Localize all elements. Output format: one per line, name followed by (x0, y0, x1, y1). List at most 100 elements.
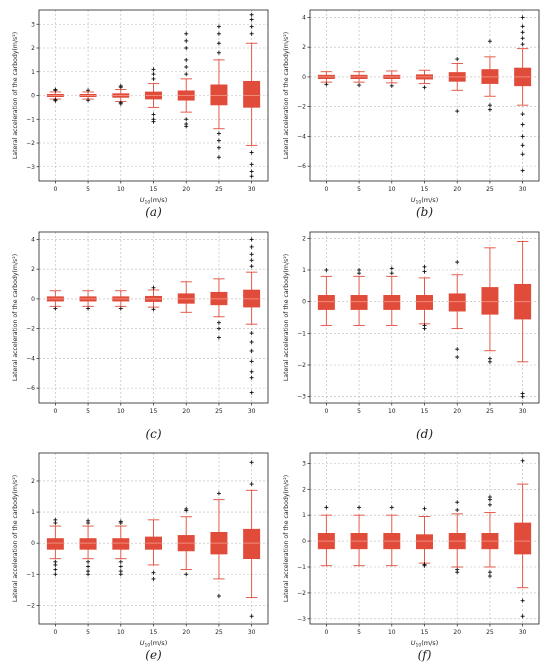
box-iqr (416, 295, 433, 310)
box-15 (416, 506, 433, 568)
outlier-point (86, 572, 91, 577)
outlier-point (520, 15, 525, 20)
outlier-point (216, 155, 221, 160)
y-tick-label: −2 (297, 362, 306, 369)
box-5 (79, 290, 97, 311)
outlier-point (520, 152, 525, 157)
outlier-point (86, 306, 91, 311)
outlier-point (86, 518, 91, 523)
box-25 (481, 39, 499, 112)
x-tick-label: 0 (324, 186, 328, 193)
box-20 (177, 506, 195, 577)
outlier-point (184, 46, 189, 50)
outlier-point (216, 41, 221, 46)
box-30 (514, 458, 532, 619)
outlier-point (520, 36, 525, 41)
outlier-point (53, 567, 58, 572)
box-15 (145, 67, 162, 124)
outlier-point (53, 517, 58, 522)
outlier-point (249, 348, 254, 353)
box-0 (46, 87, 64, 103)
outlier-point (118, 306, 123, 311)
y-axis-label: Lateral acceleration of the carbody(m/s²… (283, 32, 290, 159)
panel-c: −6 −4 −2 0 2 4 0 5 10 15 20 25 30 Lateral acceleratio… (12, 231, 269, 441)
x-tick-label: 15 (150, 186, 158, 193)
outlier-point (455, 355, 460, 360)
box-25 (210, 24, 228, 160)
outlier-point (487, 495, 492, 500)
outlier-point (249, 369, 254, 374)
box-iqr (317, 295, 335, 310)
box-20 (448, 260, 466, 360)
outlier-point (520, 614, 525, 619)
outlier-point (249, 482, 254, 487)
x-tick-label: 0 (324, 629, 328, 636)
box-10 (383, 70, 401, 88)
outlier-point (422, 269, 427, 274)
outlier-point (520, 168, 525, 173)
x-tick-label: 15 (421, 186, 429, 193)
box-0 (46, 290, 64, 311)
outlier-point (487, 502, 492, 507)
outlier-point (184, 57, 189, 62)
x-axis-label: U10(m/s) (140, 196, 167, 206)
y-tick-label: 0 (31, 93, 35, 100)
outlier-point (249, 169, 254, 174)
outlier-point (249, 614, 254, 619)
outlier-point (151, 76, 156, 81)
outlier-point (53, 562, 58, 567)
y-axis-label: Lateral acceleration of the carbody(m/s²… (12, 32, 19, 159)
x-tick-label: 10 (117, 629, 125, 636)
y-tick-label: 1 (302, 512, 306, 519)
outlier-point (389, 83, 394, 88)
outlier-point (53, 87, 58, 92)
panel-caption: (c) (145, 427, 161, 441)
y-tick-label: −4 (297, 133, 306, 140)
box-5 (350, 505, 368, 567)
box-iqr (383, 295, 401, 310)
x-tick-label: 30 (519, 408, 527, 415)
y-tick-label: −1 (26, 116, 35, 123)
x-tick-label: 10 (117, 186, 125, 193)
x-axis-label: U10(m/s) (411, 639, 438, 649)
x-tick-label: 15 (421, 408, 429, 415)
outlier-point (249, 24, 254, 29)
outlier-point (422, 506, 427, 511)
outlier-point (86, 559, 91, 564)
x-tick-label: 0 (53, 629, 57, 636)
outlier-point (249, 12, 254, 17)
x-tick-label: 5 (357, 186, 361, 193)
outlier-point (184, 124, 189, 129)
box-iqr (514, 522, 532, 555)
box-30 (514, 241, 532, 399)
y-tick-label: 1 (302, 267, 306, 274)
outlier-point (118, 100, 123, 105)
y-tick-label: 2 (302, 235, 306, 242)
outlier-point (216, 138, 221, 143)
outlier-point (357, 83, 362, 88)
box-25 (481, 247, 499, 364)
outlier-point (455, 570, 460, 575)
box-iqr (210, 84, 228, 106)
x-tick-label: 30 (248, 629, 256, 636)
outlier-point (422, 85, 427, 90)
y-tick-label: −3 (297, 394, 306, 401)
outlier-point (184, 72, 189, 77)
outlier-point (455, 500, 460, 505)
y-tick-label: −1 (297, 330, 306, 337)
y-tick-label: −6 (26, 385, 35, 392)
x-tick-label: 20 (453, 186, 461, 193)
outlier-point (422, 563, 427, 568)
x-tick-label: 30 (519, 186, 527, 193)
x-tick-label: 0 (53, 408, 57, 415)
box-iqr (481, 287, 499, 315)
box-10 (383, 505, 401, 567)
y-tick-label: 0 (302, 538, 306, 545)
x-tick-label: 25 (486, 408, 494, 415)
x-tick-label: 20 (182, 629, 190, 636)
y-tick-label: −2 (26, 602, 35, 609)
x-tick-label: 0 (324, 408, 328, 415)
outlier-point (216, 131, 221, 136)
